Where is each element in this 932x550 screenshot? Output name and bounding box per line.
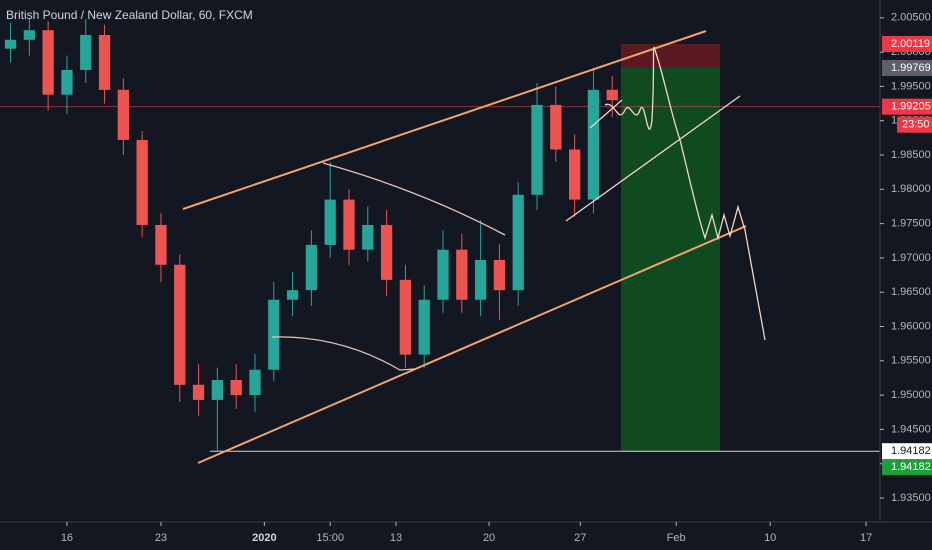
y-tick-label: 1.96000 xyxy=(891,320,931,332)
candle-body xyxy=(268,299,280,370)
candle-body xyxy=(4,39,17,49)
last-price-label-bg xyxy=(882,98,932,115)
last-price-label: 1.99205 xyxy=(891,101,931,113)
x-tick-label: 16 xyxy=(61,532,73,544)
candle-body xyxy=(437,249,449,300)
stop-label-bg xyxy=(882,35,932,52)
candle-body xyxy=(80,34,92,70)
candle-body xyxy=(136,139,148,225)
candle-body xyxy=(23,30,35,40)
stop-label: 2.00119 xyxy=(891,38,930,50)
candle-body xyxy=(230,380,242,396)
candle-body xyxy=(418,299,430,355)
upper-trend-line xyxy=(182,30,707,210)
candle-body xyxy=(550,104,562,150)
x-tick-label: 23 xyxy=(155,532,167,544)
x-tick-label: 13 xyxy=(390,532,402,544)
countdown: 23:50 xyxy=(902,119,930,131)
candle-body xyxy=(362,224,374,250)
candle-body xyxy=(606,89,618,101)
x-tick-label: 17 xyxy=(860,532,872,544)
target-label-bg xyxy=(882,459,932,476)
level-label: 1.94182 xyxy=(891,445,931,457)
position-layer xyxy=(0,43,880,452)
projection-path xyxy=(589,47,766,341)
y-tick-label: 1.98500 xyxy=(891,149,931,161)
candle-body xyxy=(42,30,54,95)
y-tick-label: 1.95000 xyxy=(891,389,931,401)
candle-body xyxy=(493,259,506,291)
candle-body xyxy=(174,264,186,385)
x-tick-label: Feb xyxy=(667,532,686,544)
candle-body xyxy=(117,89,129,140)
candle-body xyxy=(249,369,261,396)
y-tick-label: 1.96500 xyxy=(891,286,931,298)
y-tick-label: 1.97500 xyxy=(891,218,931,230)
x-tick-label: 27 xyxy=(574,532,586,544)
y-tick-label: 1.97000 xyxy=(891,252,931,264)
y-tick-label: 1.94500 xyxy=(891,423,931,435)
y-tick-label: 1.93500 xyxy=(891,492,931,504)
drawings xyxy=(182,30,766,464)
arc-top xyxy=(322,162,506,236)
price-axis xyxy=(880,0,932,522)
stop-zone xyxy=(621,43,720,68)
target-label: 1.94182 xyxy=(891,461,931,473)
x-tick-label: 10 xyxy=(764,532,776,544)
x-tick-label: 2020 xyxy=(252,532,276,544)
candle-body xyxy=(343,199,355,250)
candle-body xyxy=(155,224,167,265)
candle-body xyxy=(324,199,336,245)
countdown-bg xyxy=(897,116,932,133)
lower-trend-line xyxy=(197,225,747,464)
chart-title: British Pound / New Zealand Dollar, 60, … xyxy=(6,8,253,22)
candle-body xyxy=(587,89,600,200)
candle-body xyxy=(512,194,524,291)
candle-body xyxy=(286,290,299,300)
candle-body xyxy=(98,34,111,90)
candle-body xyxy=(380,224,393,280)
inner-trend-line xyxy=(565,95,741,222)
axes: 1.935001.940001.945001.950001.955001.960… xyxy=(61,12,932,544)
level-label-bg xyxy=(882,443,932,460)
candle-body xyxy=(399,279,412,355)
arc-bottom xyxy=(271,336,415,371)
x-tick-label: 20 xyxy=(483,532,495,544)
candle-body xyxy=(568,149,581,200)
y-tick-label: 2.00500 xyxy=(891,12,931,24)
candle-body xyxy=(474,259,487,300)
candle-body xyxy=(531,104,543,195)
candle-body xyxy=(61,69,73,95)
candle-body xyxy=(456,249,468,300)
candle-body xyxy=(192,384,205,400)
y-tick-label: 1.95500 xyxy=(891,355,931,367)
y-tick-label: 1.98000 xyxy=(891,183,931,195)
entry-label: 1.99769 xyxy=(891,62,931,74)
candle-body xyxy=(305,244,318,291)
candles xyxy=(4,17,618,452)
x-tick-label: 15:00 xyxy=(316,532,344,544)
y-tick-label: 1.99500 xyxy=(891,80,931,92)
entry-label-bg xyxy=(882,59,932,76)
candle-body xyxy=(211,380,224,400)
